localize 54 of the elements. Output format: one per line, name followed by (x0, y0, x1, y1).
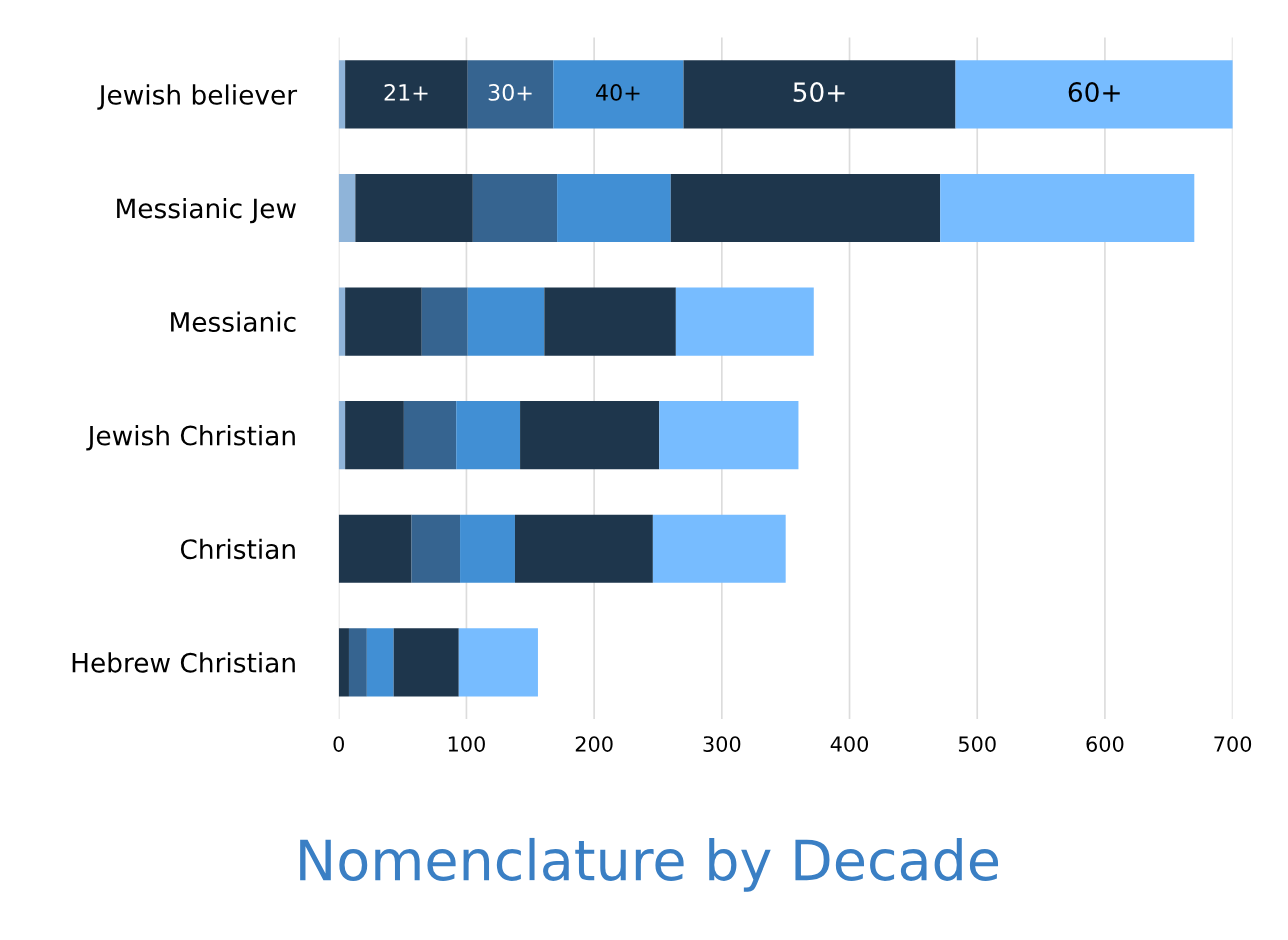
bar (338, 514, 412, 583)
bar (338, 628, 349, 697)
bar (403, 401, 457, 470)
x-tick-label: 300 (703, 736, 741, 752)
bar (557, 173, 671, 243)
bar (345, 401, 404, 470)
bar (544, 287, 676, 356)
bar (338, 173, 356, 243)
bar (411, 514, 461, 583)
bar (338, 287, 346, 356)
y-tick-label: Christian (180, 538, 295, 560)
x-tick-label: 100 (448, 736, 485, 752)
bar (670, 173, 941, 243)
series-label: 40+ (596, 84, 640, 101)
bar (955, 60, 1233, 129)
y-tick-label: Jewish Christian (86, 425, 295, 451)
y-tick-label: Hebrew Christian (72, 652, 295, 673)
bar (338, 401, 346, 470)
x-tick-label: 200 (575, 736, 613, 752)
bar (659, 401, 799, 470)
bar (355, 173, 473, 243)
bar (458, 628, 538, 697)
bar (393, 628, 459, 697)
bar (683, 60, 956, 129)
x-tick-label: 0 (333, 736, 344, 752)
bar (514, 514, 653, 583)
bar (675, 287, 814, 356)
bar (366, 628, 394, 697)
y-tick-label: Jewish believer (97, 84, 298, 110)
bar (460, 514, 515, 583)
x-tick-label: 600 (1086, 736, 1124, 752)
y-tick-label: Messianic Jew (117, 197, 296, 224)
x-tick-label: 500 (958, 736, 996, 752)
text: Nomenclature by Decade (300, 837, 999, 892)
series-label: 60+ (1068, 82, 1120, 103)
bar (348, 628, 367, 697)
bar (345, 60, 468, 129)
series-label: 50+ (793, 82, 845, 103)
bar (553, 60, 684, 129)
bar (652, 514, 786, 583)
bar (338, 60, 346, 129)
x-tick-label: 700 (1214, 736, 1252, 752)
bar (940, 173, 1195, 243)
y-tick-label: Messianic (171, 311, 296, 332)
series-label: 21+ (384, 84, 428, 101)
x-tick-label: 400 (830, 736, 869, 752)
bar (472, 173, 558, 243)
bar (421, 287, 468, 356)
bar (345, 287, 422, 356)
bar (467, 60, 554, 129)
series-label: 30+ (488, 84, 532, 101)
bar (467, 287, 545, 356)
bar (456, 401, 521, 470)
bar (520, 401, 660, 470)
